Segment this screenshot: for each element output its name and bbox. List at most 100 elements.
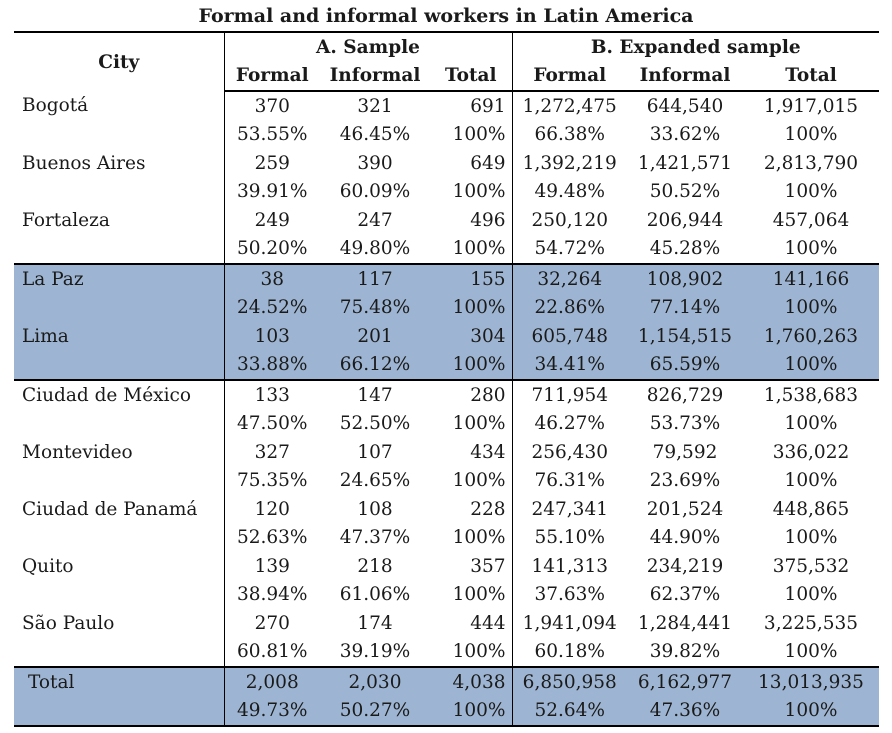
sample-formal-share: 47.50% <box>236 413 308 435</box>
expanded-formal-share: 34.41% <box>512 350 627 380</box>
table-row: 52.63% 47.37% 100% 55.10% 44.90% 100% <box>14 523 879 552</box>
expanded-total-share: 100% <box>784 641 838 663</box>
table-row: 75.35% 24.65% 100% 76.31% 23.69% 100% <box>14 466 879 495</box>
sample-formal-count: 270 <box>254 612 290 634</box>
table-row: 53.55% 46.45% 100% 66.38% 33.62% 100% <box>14 120 879 149</box>
expanded-informal-count: 201,524 <box>646 498 724 520</box>
sample-formal-share: 39.91% <box>236 181 308 203</box>
sample-total-count: 280 <box>430 379 513 410</box>
expanded-informal-count: 1,421,571 <box>637 152 733 174</box>
city-cell-empty <box>14 696 225 727</box>
expanded-total-count: 3,225,535 <box>763 612 859 634</box>
sample-formal-count: 2,008 <box>224 666 320 697</box>
sample-informal-share: 60.09% <box>339 181 411 203</box>
expanded-formal-count: 32,264 <box>512 263 627 294</box>
expanded-formal-count: 1,272,475 <box>522 95 617 117</box>
expanded-total-share: 100% <box>743 350 879 380</box>
expanded-total-count: 1,760,263 <box>743 322 879 351</box>
sample-total-count: 444 <box>430 609 513 638</box>
sample-total-count: 304 <box>430 322 513 351</box>
expanded-informal-count: 206,944 <box>646 209 724 231</box>
city-name: Total <box>14 666 225 697</box>
city-name: Lima <box>14 322 225 351</box>
expanded-total-count: 1,538,683 <box>743 379 879 410</box>
expanded-informal-share: 50.52% <box>649 181 721 203</box>
expanded-total-count: 457,064 <box>772 209 850 231</box>
sample-formal-count: 327 <box>254 441 290 463</box>
expanded-formal-share: 55.10% <box>534 527 606 549</box>
sample-total-share: 100% <box>430 120 513 149</box>
sample-formal-count: 103 <box>224 322 320 351</box>
city-name: Buenos Aires <box>14 149 225 178</box>
expanded-formal-share: 76.31% <box>534 470 606 492</box>
sample-formal-share: 50.20% <box>236 238 308 260</box>
expanded-formal-share: 52.64% <box>512 696 627 727</box>
sample-informal-share: 39.19% <box>339 641 411 663</box>
city-name: Quito <box>14 552 225 581</box>
table-row: 38.94% 61.06% 100% 37.63% 62.37% 100% <box>14 580 879 609</box>
sample-total-share: 100% <box>430 177 513 206</box>
city-cell-empty <box>14 580 225 609</box>
expanded-total-count: 448,865 <box>772 498 850 520</box>
expanded-formal-count: 1,941,094 <box>522 612 617 634</box>
sample-informal-share: 52.50% <box>339 413 411 435</box>
expanded-total-count: 141,166 <box>743 263 879 294</box>
expanded-total-share: 100% <box>743 293 879 322</box>
table-row: Bogotá 370 321 691 1,272,475 644,540 1,917,015 <box>14 91 879 121</box>
expanded-informal-share: 23.69% <box>649 470 721 492</box>
expanded-total-share: 100% <box>784 584 838 606</box>
sample-total-share: 100% <box>430 637 513 667</box>
expanded-informal-share: 65.59% <box>627 350 743 380</box>
sample-total-count: 357 <box>430 552 513 581</box>
sample-informal-count: 117 <box>320 263 430 294</box>
sample-total-count: 649 <box>430 149 513 178</box>
table-row: Lima 103 201 304 605,748 1,154,515 1,760,263 <box>14 322 879 351</box>
expanded-formal-share: 49.48% <box>534 181 606 203</box>
sample-informal-share: 75.48% <box>320 293 430 322</box>
expanded-total-share: 100% <box>784 527 838 549</box>
table-row: 50.20% 49.80% 100% 54.72% 45.28% 100% <box>14 234 879 264</box>
sample-informal-share: 61.06% <box>339 584 411 606</box>
expanded-formal-count: 256,430 <box>531 441 608 463</box>
table-row: São Paulo 270 174 444 1,941,094 1,284,441 3,22… <box>14 609 879 638</box>
expanded-formal-header: Formal <box>512 61 627 92</box>
sample-informal-header: Informal <box>320 61 430 92</box>
city-name: Ciudad de México <box>14 379 225 410</box>
city-name: Montevideo <box>14 438 225 467</box>
expanded-formal-count: 247,341 <box>531 498 608 520</box>
sample-formal-share: 53.55% <box>236 124 308 146</box>
expanded-informal-share: 53.73% <box>649 413 721 435</box>
expanded-formal-share: 60.18% <box>534 641 606 663</box>
expanded-informal-share: 77.14% <box>627 293 743 322</box>
sample-total-count: 691 <box>430 91 513 121</box>
sample-informal-count: 107 <box>357 441 393 463</box>
city-name: La Paz <box>14 263 225 294</box>
sample-formal-share: 38.94% <box>236 584 308 606</box>
expanded-formal-share: 54.72% <box>534 238 606 260</box>
group-a-header: A. Sample <box>224 31 513 62</box>
expanded-total-share: 100% <box>784 181 838 203</box>
expanded-formal-share: 46.27% <box>534 413 606 435</box>
sample-informal-share: 66.12% <box>320 350 430 380</box>
sample-total-count: 228 <box>430 495 513 524</box>
sample-total-count: 4,038 <box>430 666 513 697</box>
sample-total-count: 155 <box>430 263 513 294</box>
sample-total-share: 100% <box>430 293 513 322</box>
sample-total-header: Total <box>430 61 513 92</box>
expanded-informal-share: 39.82% <box>649 641 721 663</box>
table-row: Buenos Aires 259 390 649 1,392,219 1,421,571 2… <box>14 149 879 178</box>
sample-formal-share: 75.35% <box>236 470 308 492</box>
table-row: 47.50% 52.50% 100% 46.27% 53.73% 100% <box>14 409 879 438</box>
sample-formal-count: 249 <box>254 209 290 231</box>
table-row: La Paz 38 117 155 32,264 108,902 141,166 <box>14 263 879 294</box>
expanded-informal-share: 62.37% <box>649 584 721 606</box>
table-row: Ciudad de Panamá 120 108 228 247,341 201,524 4… <box>14 495 879 524</box>
sample-formal-share: 24.52% <box>224 293 320 322</box>
sample-formal-count: 133 <box>224 379 320 410</box>
city-cell-empty <box>14 523 225 552</box>
table-body: Bogotá 370 321 691 1,272,475 644,540 1,917,015… <box>14 91 879 727</box>
sample-informal-count: 247 <box>357 209 393 231</box>
city-cell-empty <box>14 120 225 149</box>
expanded-total-count: 336,022 <box>772 441 850 463</box>
expanded-informal-share: 47.36% <box>627 696 743 727</box>
